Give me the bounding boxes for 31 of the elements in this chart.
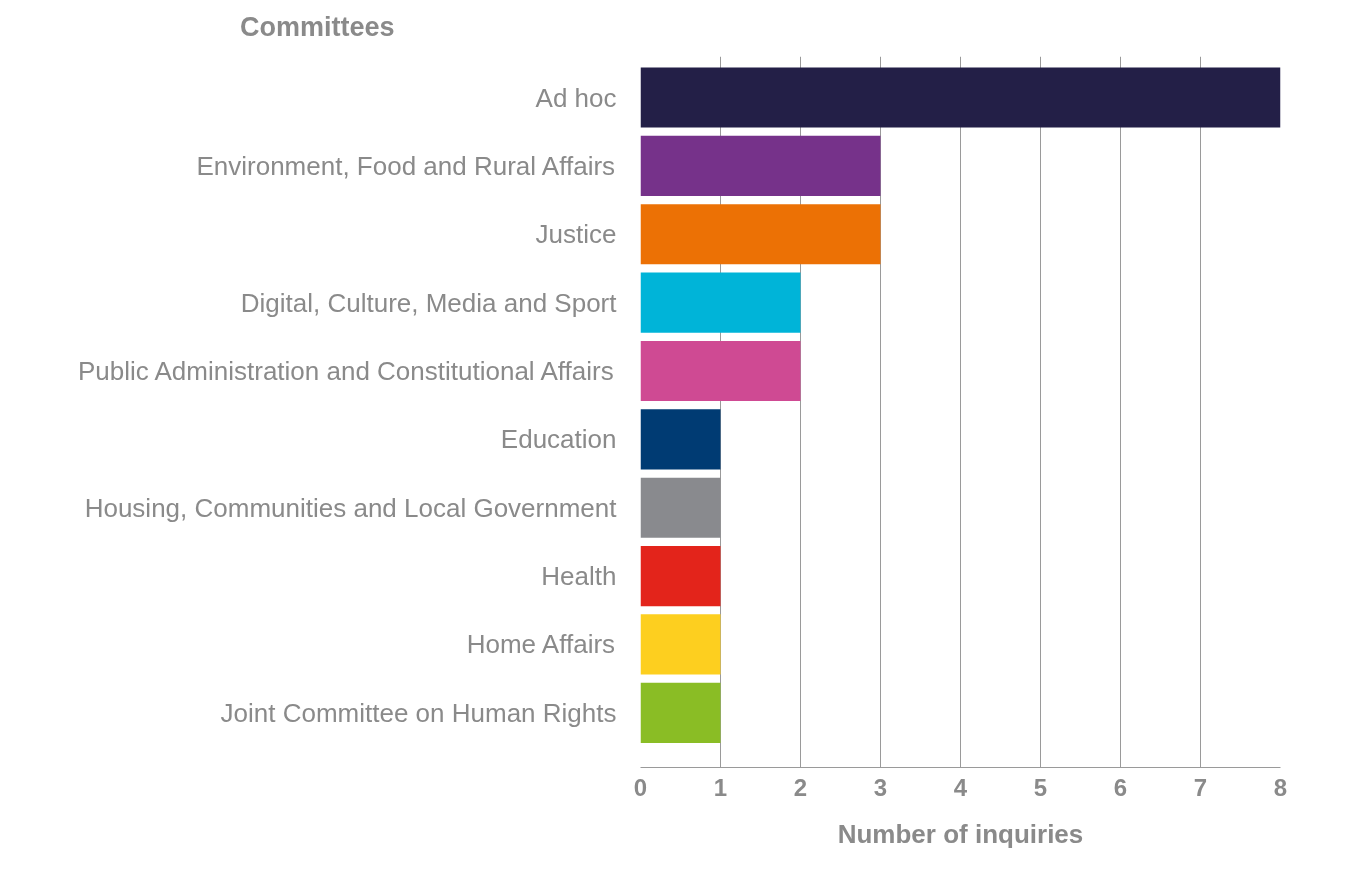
x-tick-label: 8: [1273, 773, 1288, 801]
y-tick-label: Digital, Culture, Media and Sport: [240, 287, 618, 318]
bar: [640, 135, 881, 196]
y-tick-label: Environment, Food and Rural Affairs: [196, 150, 616, 181]
bar: [640, 477, 721, 538]
x-tick-label: 4: [953, 773, 968, 801]
bar: [640, 614, 721, 675]
bar: [640, 409, 721, 470]
bar: [640, 340, 801, 402]
x-axis-title: Number of inquiries: [837, 818, 1084, 849]
y-axis-title: Committees: [240, 11, 395, 44]
y-tick-label: Public Administration and Constitutional Affairs: [77, 355, 614, 386]
y-tick-label: Housing, Communities and Local Government: [84, 492, 618, 523]
x-tick-label: 2: [793, 773, 808, 801]
x-tick-label: 1: [713, 773, 728, 801]
x-tick-label: 0: [633, 773, 648, 801]
y-tick-label: Joint Committee on Human Rights: [220, 697, 617, 728]
y-tick-label: Education: [500, 424, 617, 455]
x-tick-label: 7: [1193, 773, 1208, 801]
bar: [640, 682, 721, 743]
x-tick-label: 3: [873, 773, 888, 801]
x-tick-label: 5: [1033, 773, 1048, 801]
y-tick-label: Justice: [535, 219, 617, 250]
y-tick-label: Home Affairs: [466, 629, 616, 660]
bar: [640, 272, 801, 333]
bar: [640, 204, 881, 265]
bar: [640, 67, 1281, 128]
x-tick-label: 6: [1113, 773, 1128, 801]
y-tick-label: Health: [541, 561, 617, 592]
bar: [640, 546, 721, 607]
y-tick-label: Ad hoc: [535, 82, 617, 113]
